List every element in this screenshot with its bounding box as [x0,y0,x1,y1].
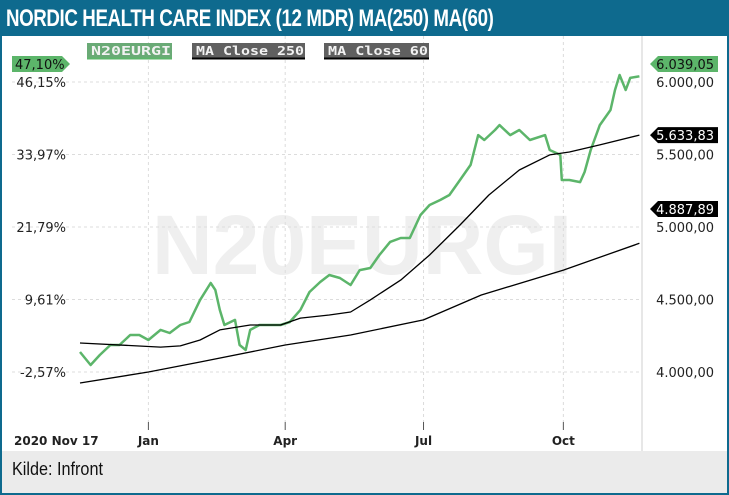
left-axis-label: 46,15% [16,76,66,91]
start-date-label: 2020 Nov 17 [14,434,99,448]
series-line-ma-close-250 [79,242,640,384]
right-axis-label: 6.000,00 [656,76,714,91]
legend-item-bg [87,43,172,58]
legend-label: N20EURGI [91,43,171,58]
watermark: N20EURGI [152,198,572,292]
last-value-label: 6.039,05 [656,58,714,73]
left-axis-label: 21,79% [16,221,66,236]
legend-label: MA Close 250 [196,43,304,58]
last-value-label: 5.633,83 [656,129,714,144]
left-axis-label: 9,61% [25,294,66,309]
last-value-label: 4.887,89 [656,203,714,218]
last-pct-badge [12,56,70,72]
x-axis-label: Oct [552,434,575,448]
legend-item-bg [324,43,429,58]
series-line-ma-close-60 [79,134,640,348]
left-axis-label: 33,97% [16,149,66,164]
source-label: Kilde: Infront [12,459,103,479]
chart-title: Nordic Health Care Index (12 mdr) MA(250… [6,5,494,32]
series-line-n20eurgi [79,73,640,367]
x-axis-label: Apr [273,434,297,448]
footer: Kilde: Infront [2,451,727,493]
left-axis-label: -2,57% [20,366,66,381]
title-bar: Nordic Health Care Index (12 mdr) MA(250… [2,2,727,36]
last-value-badge [650,56,718,72]
x-axis-label: Jan [137,434,159,448]
right-axis-label: 4.500,00 [656,294,714,309]
legend-item-bg [192,43,305,58]
chart-plot: N20EURGI 6.000,00 46,15% 5.500,00 33,97% 5.00… [12,36,718,451]
x-axis-label: Jul [414,434,432,448]
right-axis-label: 5.500,00 [656,149,714,164]
legend-label: MA Close 60 [328,43,428,58]
last-value-badge [650,201,718,217]
last-pct-label: 47,10% [15,58,65,73]
right-axis-label: 5.000,00 [656,221,714,236]
right-axis-label: 4.000,00 [656,366,714,381]
last-value-badge [650,127,718,144]
